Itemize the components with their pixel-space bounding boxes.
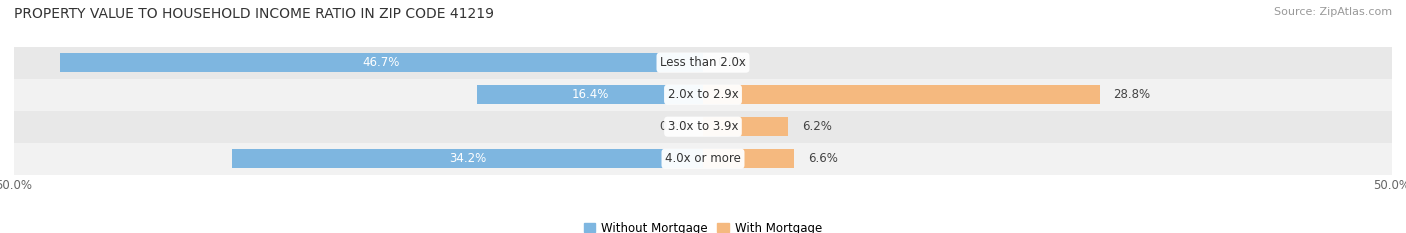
Text: 3.0x to 3.9x: 3.0x to 3.9x bbox=[668, 120, 738, 133]
Text: 46.7%: 46.7% bbox=[363, 56, 399, 69]
Text: 6.2%: 6.2% bbox=[803, 120, 832, 133]
Text: PROPERTY VALUE TO HOUSEHOLD INCOME RATIO IN ZIP CODE 41219: PROPERTY VALUE TO HOUSEHOLD INCOME RATIO… bbox=[14, 7, 494, 21]
Bar bbox=[59, 53, 703, 72]
Bar bbox=[14, 47, 1392, 79]
Text: Less than 2.0x: Less than 2.0x bbox=[659, 56, 747, 69]
Bar bbox=[703, 85, 1099, 104]
Bar bbox=[14, 111, 1392, 143]
Bar bbox=[14, 79, 1392, 111]
Text: 2.0x to 2.9x: 2.0x to 2.9x bbox=[668, 88, 738, 101]
Text: 28.8%: 28.8% bbox=[1114, 88, 1150, 101]
Bar bbox=[14, 143, 1392, 175]
Text: 34.2%: 34.2% bbox=[449, 152, 486, 165]
Bar bbox=[703, 117, 789, 136]
Bar bbox=[703, 149, 794, 168]
Text: 6.6%: 6.6% bbox=[807, 152, 838, 165]
Text: 4.0x or more: 4.0x or more bbox=[665, 152, 741, 165]
Text: 0.0%: 0.0% bbox=[717, 56, 747, 69]
Bar bbox=[232, 149, 703, 168]
Bar bbox=[477, 85, 703, 104]
Text: 16.4%: 16.4% bbox=[571, 88, 609, 101]
Text: Source: ZipAtlas.com: Source: ZipAtlas.com bbox=[1274, 7, 1392, 17]
Legend: Without Mortgage, With Mortgage: Without Mortgage, With Mortgage bbox=[579, 217, 827, 233]
Text: 0.0%: 0.0% bbox=[659, 120, 689, 133]
